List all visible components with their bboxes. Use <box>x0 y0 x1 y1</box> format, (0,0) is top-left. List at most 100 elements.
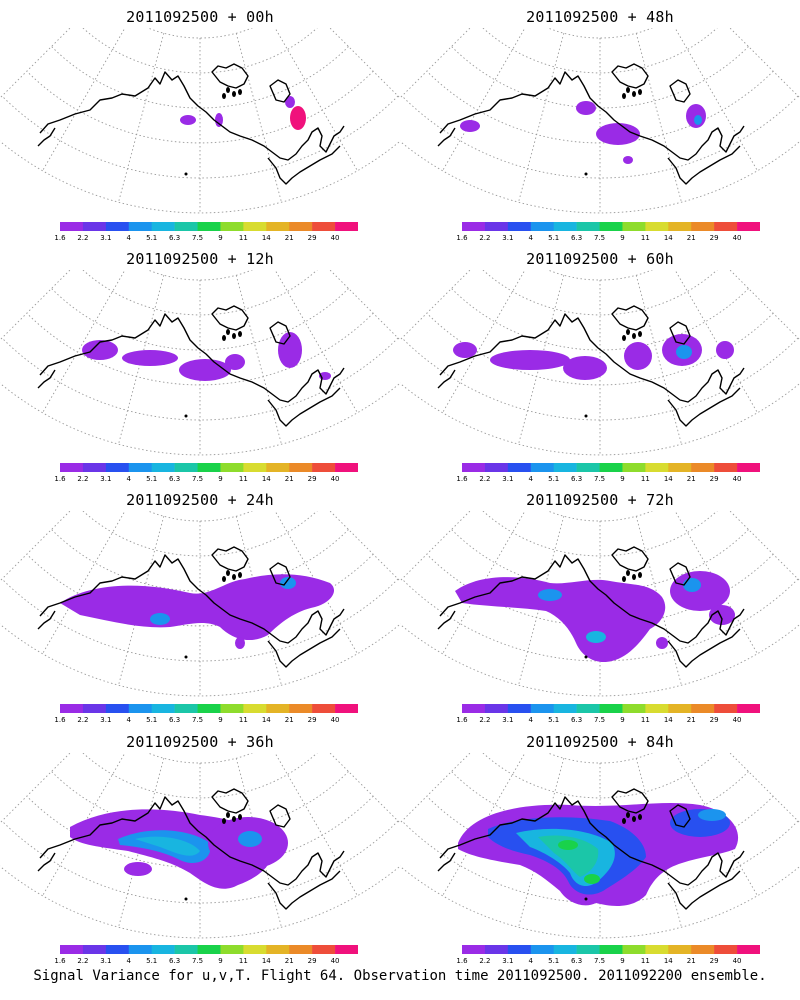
colorbar-swatch <box>174 945 198 954</box>
meridian-line <box>235 33 282 203</box>
variance-contour <box>453 342 477 358</box>
colorbar-swatch <box>60 945 84 954</box>
colorbar-tick-label: 21 <box>284 957 294 965</box>
colorbar-swatch <box>553 704 577 713</box>
colorbar-swatch <box>462 704 486 713</box>
coastline-segment <box>39 796 345 886</box>
colorbar-swatch <box>691 463 715 472</box>
small-island <box>222 335 226 341</box>
colorbar-swatch <box>128 222 152 231</box>
colorbar-tick-label: 7.5 <box>593 957 606 965</box>
colorbar-swatch <box>335 222 358 231</box>
panel-title-48h: 2011092500 + 48h <box>526 8 674 26</box>
coastline <box>437 788 745 910</box>
latitude-line <box>82 753 318 799</box>
colorbar-tick-label: 29 <box>709 957 719 965</box>
colorbar-tick-label: 29 <box>709 234 719 242</box>
colorbar-tick-label: 4 <box>528 957 533 965</box>
island <box>669 562 691 586</box>
colorbar-labels: 1.6 2.2 3.1 4 5.1 6.3 7.5 9 11 14 21 29 40 <box>54 716 358 726</box>
colorbar-tick-label: 2.2 <box>77 716 89 724</box>
colorbar-swatch <box>220 704 244 713</box>
variance-field <box>455 571 735 663</box>
colorbar-tick-label: 4 <box>126 234 131 242</box>
colorbar <box>462 463 760 472</box>
colorbar-tick-label: 7.5 <box>593 234 606 242</box>
coastline-segment <box>437 610 456 630</box>
colorbar-swatch <box>737 222 760 231</box>
arctic-islands <box>211 63 249 89</box>
small-island <box>626 570 630 576</box>
coastline-segment <box>667 628 741 668</box>
colorbar-tick-label: 29 <box>307 957 317 965</box>
map-panel-24h <box>0 511 400 697</box>
small-island <box>622 576 626 582</box>
arctic-islands <box>611 63 649 89</box>
coastline <box>437 546 745 668</box>
coastline <box>37 546 345 668</box>
colorbar-tick-label: 40 <box>732 475 742 483</box>
colorbar-swatch <box>668 704 692 713</box>
colorbar-tick-label: 3.1 <box>100 234 112 242</box>
colorbar-swatch <box>197 704 221 713</box>
colorbar-tick-label: 3.1 <box>502 234 514 242</box>
colorbar-swatch <box>622 945 646 954</box>
colorbar-swatch <box>507 945 532 954</box>
variance-field <box>70 809 288 889</box>
colorbar-swatch <box>576 945 600 954</box>
latitude-line <box>0 140 400 214</box>
latitude-line <box>0 865 400 939</box>
colorbar-tick-label: 14 <box>663 716 673 724</box>
variance-contour <box>538 835 599 877</box>
meridian-line <box>442 28 526 172</box>
colorbar-swatch <box>289 704 313 713</box>
colorbar-tick-label: 29 <box>709 475 719 483</box>
colorbar-tick-label: 2.2 <box>77 475 89 483</box>
small-island <box>632 333 636 339</box>
map-panel-72h <box>400 511 800 697</box>
colorbar-swatch <box>151 704 175 713</box>
latitude-line <box>400 382 800 456</box>
colorbar-tick-label: 9 <box>218 475 223 483</box>
coastline-segment <box>267 628 341 668</box>
small-island <box>584 655 588 659</box>
small-island <box>232 91 236 97</box>
small-island <box>238 331 242 337</box>
small-island <box>184 172 188 176</box>
colorbar-swatch <box>197 222 221 231</box>
small-island <box>626 329 630 335</box>
colorbar-tick-label: 9 <box>620 716 625 724</box>
colorbar-swatch <box>60 704 84 713</box>
meridian-line <box>442 753 526 897</box>
latitude-line <box>146 511 254 522</box>
variance-contour <box>278 332 302 368</box>
latitude-line <box>0 623 400 697</box>
meridian-line <box>118 275 165 445</box>
coastline-segment <box>39 554 345 644</box>
coastline-segment <box>667 870 741 910</box>
colorbar-tick-label: 5.1 <box>548 716 560 724</box>
variance-contour <box>179 359 231 381</box>
colorbar-tick-label: 2.2 <box>77 234 89 242</box>
island <box>269 321 291 345</box>
colorbar-tick-label: 1.6 <box>456 957 468 965</box>
colorbar-swatch <box>576 463 600 472</box>
colorbar-tick-label: 9 <box>620 234 625 242</box>
colorbar-tick-label: 3.1 <box>100 716 112 724</box>
colorbar-swatch <box>105 945 130 954</box>
colorbar-swatch <box>645 704 669 713</box>
variance-contour <box>538 589 562 601</box>
colorbar-swatch <box>599 704 623 713</box>
colorbar-tick-label: 11 <box>238 957 248 965</box>
small-island <box>638 814 642 820</box>
colorbar-swatch <box>266 463 290 472</box>
colorbar-swatch <box>289 945 313 954</box>
variance-field <box>458 803 739 906</box>
coastline-segment <box>37 852 56 872</box>
colorbar-swatch <box>82 463 107 472</box>
small-island <box>226 812 230 818</box>
panel-title-24h: 2011092500 + 24h <box>126 491 274 509</box>
colorbar-tick-label: 2.2 <box>479 234 491 242</box>
colorbar-tick-label: 1.6 <box>456 716 468 724</box>
colorbar-swatch <box>714 222 738 231</box>
